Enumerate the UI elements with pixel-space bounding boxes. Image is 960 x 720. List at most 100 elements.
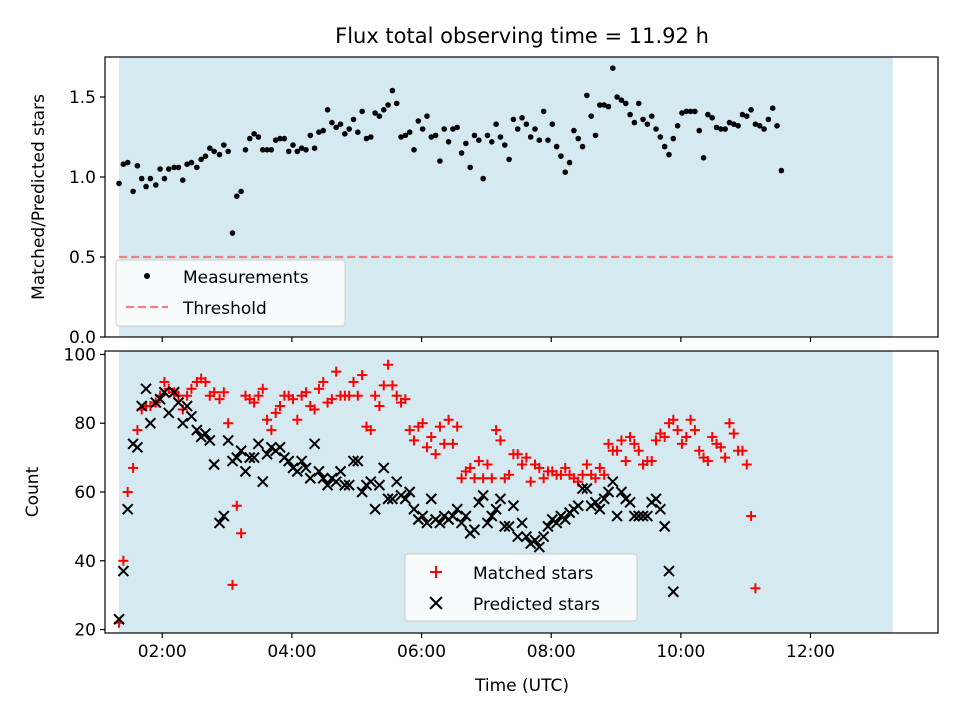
predicted-star-point (550, 517, 563, 529)
measurement-point (337, 121, 344, 127)
predicted-star-point (460, 510, 472, 522)
predicted-star-point (313, 465, 325, 478)
matched-star-point (209, 387, 220, 398)
measurement-point (609, 65, 616, 71)
measurement-point (316, 129, 322, 135)
matched-star-point (313, 383, 324, 394)
matched-star-point (227, 579, 238, 590)
predicted-star-point (637, 510, 649, 522)
predicted-star-point (667, 586, 680, 598)
predicted-star-point (369, 503, 381, 515)
predicted-star-point (473, 496, 485, 509)
predicted-star-point (191, 424, 203, 436)
matched-star-point (391, 390, 402, 401)
measurement-point (748, 107, 754, 113)
predicted-star-point (503, 520, 515, 533)
measurement-point (120, 161, 127, 167)
matched-star-point (266, 425, 277, 436)
predicted-star-point (512, 531, 524, 543)
measurement-point (307, 132, 314, 139)
predicted-star-point (481, 517, 494, 529)
predicted-star-point (391, 475, 403, 488)
measurement-point (242, 147, 249, 153)
predicted-star-point (158, 386, 171, 398)
predicted-star-point (624, 496, 636, 509)
y-tick-label: 1.5 (69, 88, 96, 108)
predicted-star-point (300, 462, 312, 474)
matched-star-point (383, 359, 394, 370)
predicted-star-point (516, 517, 528, 529)
measurement-point (653, 126, 659, 132)
legend-measurements-label: Measurements (183, 268, 309, 288)
measurement-point (679, 110, 685, 116)
matched-star-point (525, 476, 536, 487)
measurement-point (601, 102, 607, 108)
predicted-star-point (477, 489, 489, 502)
measurement-point (165, 166, 172, 172)
matched-star-point (590, 473, 601, 484)
predicted-star-point (343, 479, 355, 491)
measurement-point (424, 113, 430, 119)
legend-predicted-label: Predicted stars (473, 595, 600, 615)
predicted-star-point (136, 400, 148, 412)
measurement-point (419, 126, 426, 132)
count-x-ticks: 02:00 04:00 06:00 08:00 10:00 12:00 (138, 633, 835, 662)
measurement-point (488, 139, 495, 145)
measurement-point (432, 132, 439, 139)
matched-star-point (581, 459, 592, 470)
matched-star-point (331, 366, 342, 377)
measurement-point (657, 134, 664, 140)
predicted-star-point (218, 510, 230, 522)
measurement-point (523, 121, 530, 127)
measurement-point (709, 115, 715, 121)
predicted-star-point (654, 503, 667, 515)
predicted-star-point (533, 541, 546, 553)
measurement-point (116, 180, 122, 187)
count-legend-box (404, 553, 638, 622)
predicted-star-point (378, 462, 390, 474)
measurement-point (670, 135, 677, 142)
predicted-star-point (291, 465, 304, 478)
measurement-point (298, 145, 305, 151)
predicted-star-point (399, 493, 412, 505)
predicted-star-point (140, 383, 152, 395)
measurement-point (184, 161, 190, 167)
measurement-point (445, 139, 452, 145)
matched-star-point (465, 462, 476, 473)
matched-star-point (560, 462, 571, 473)
matched-star-point (236, 528, 247, 539)
measurement-point (138, 175, 145, 182)
measurement-point (380, 107, 387, 113)
matched-star-point (231, 500, 242, 511)
measurement-point (622, 100, 629, 107)
matched-star-point (555, 469, 566, 480)
matched-star-point (309, 404, 320, 415)
predicted-star-point (589, 496, 602, 509)
predicted-star-point (304, 472, 316, 484)
matched-star-point (746, 511, 757, 522)
ratio-axes-frame (104, 56, 939, 338)
predicted-star-point (352, 455, 364, 467)
predicted-star-point (185, 410, 198, 423)
measurement-point (207, 145, 213, 151)
matched-star-point (218, 387, 229, 398)
predicted-star-point (295, 455, 308, 467)
matched-star-point (594, 462, 605, 473)
x-tick-label: 04:00 (267, 642, 316, 662)
predicted-star-point (403, 486, 416, 498)
matched-star-point (421, 442, 432, 453)
measurement-point (329, 119, 335, 126)
measurement-point (532, 126, 538, 132)
measurement-point (402, 132, 409, 139)
predicted-star-point (455, 517, 468, 529)
measurement-point (506, 156, 512, 163)
predicted-star-point (633, 510, 645, 522)
predicted-star-point (261, 448, 273, 460)
matched-star-point (357, 370, 368, 381)
measurement-point (389, 87, 396, 94)
matched-star-point (512, 449, 523, 460)
measurement-point (463, 140, 469, 147)
measurement-point (246, 135, 253, 142)
predicted-star-point (373, 479, 386, 491)
